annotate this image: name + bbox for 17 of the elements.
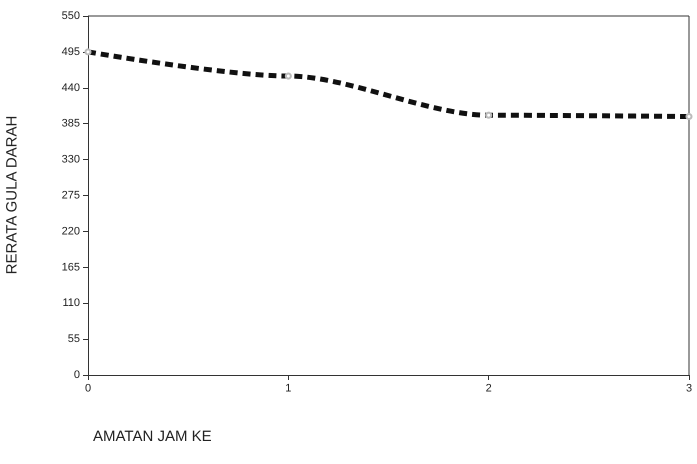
y-tick-label: 550	[62, 10, 80, 22]
y-tick-label: 220	[62, 225, 80, 238]
y-tick-label: 0	[74, 369, 80, 381]
x-tick-label: 1	[285, 382, 292, 394]
y-tick-label: 495	[62, 46, 80, 58]
y-tick-label: 440	[62, 82, 80, 94]
x-tick-label: 2	[486, 382, 492, 394]
y-tick-label: 55	[68, 333, 80, 346]
y-tick-label: 165	[62, 261, 80, 274]
x-tick-label: 3	[686, 382, 692, 394]
y-tick-label: 385	[62, 118, 80, 130]
y-axis-title: RERATA GULA DARAH	[4, 116, 20, 274]
y-tick-label: 275	[62, 190, 80, 202]
x-tick-label: 0	[84, 382, 92, 394]
y-tick-label: 110	[62, 297, 80, 310]
x-axis-title: AMATAN JAM KE	[93, 428, 212, 445]
y-tick-label: 330	[62, 154, 80, 166]
